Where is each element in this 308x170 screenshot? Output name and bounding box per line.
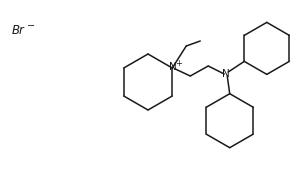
- Text: N: N: [222, 69, 230, 79]
- Text: −: −: [27, 21, 35, 31]
- Text: N: N: [169, 62, 177, 72]
- Text: Br: Br: [12, 23, 25, 37]
- Text: +: +: [175, 58, 182, 67]
